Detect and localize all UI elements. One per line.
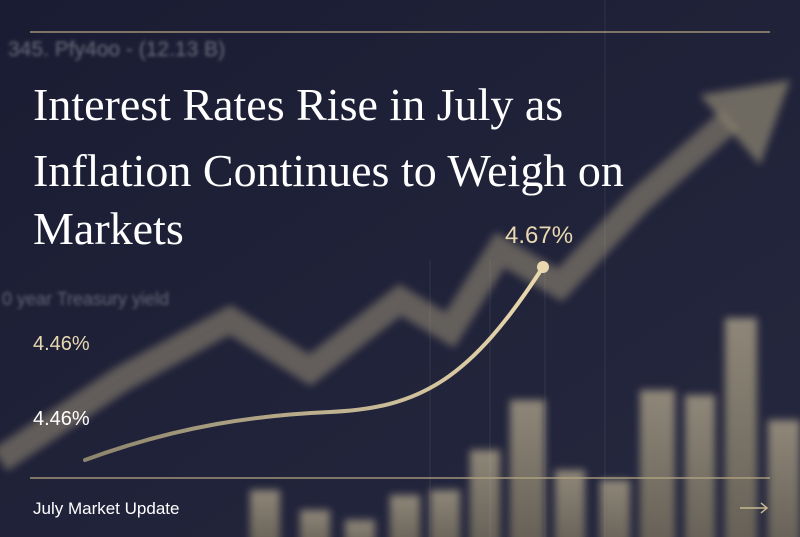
background-axis-label: 0 year Treasury yield (2, 289, 169, 309)
background-ticker: 345. Pfy4oo - (12.13 B) (8, 38, 225, 61)
grid-lines (429, 0, 606, 537)
value-label: 4.46% (33, 408, 90, 430)
footer-title: July Market Update (33, 499, 179, 518)
value-label: 4.46% (33, 333, 90, 355)
curve-end-dot (537, 261, 549, 273)
yield-curve (83, 265, 545, 462)
headline-line: Inflation Continues to Weigh on (33, 145, 624, 196)
background-chart (0, 80, 800, 537)
headline: Interest Rates Rise in July as Inflation… (33, 79, 624, 254)
next-arrow[interactable] (740, 502, 769, 514)
headline-line: Interest Rates Rise in July as (33, 79, 563, 130)
peak-label: 4.67% (505, 222, 573, 249)
headline-line: Markets (33, 203, 184, 254)
